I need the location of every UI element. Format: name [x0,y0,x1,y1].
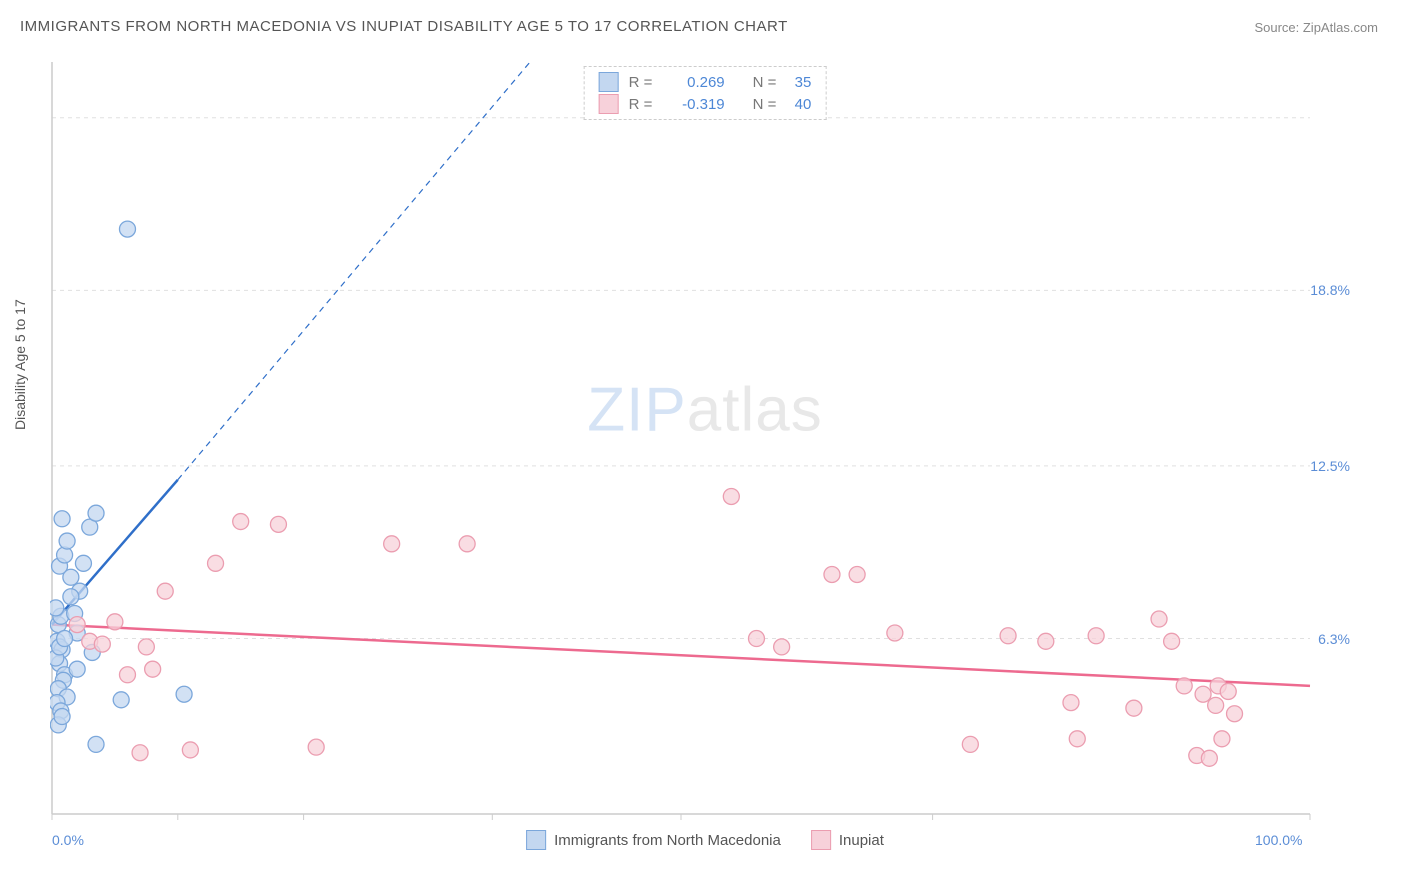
swatch-series-1 [599,94,619,114]
source-label: Source: ZipAtlas.com [1254,20,1378,35]
series-legend: Immigrants from North Macedonia Inupiat [526,830,884,850]
n-value-1: 40 [795,96,812,113]
n-value-0: 35 [795,74,812,91]
correlation-legend: R = 0.269 N = 35 R = -0.319 N = 40 [584,66,827,120]
y-tick-label: 12.5% [1310,458,1350,474]
legend-row-series-1: R = -0.319 N = 40 [599,93,812,115]
x-tick-label: 0.0% [52,832,84,848]
swatch-bottom-0 [526,830,546,850]
legend-row-series-0: R = 0.269 N = 35 [599,71,812,93]
scatter-chart [50,60,1360,820]
r-label: R = [629,96,657,113]
plot-area: ZIPatlas R = 0.269 N = 35 R = -0.319 N =… [50,60,1360,820]
legend-item-0: Immigrants from North Macedonia [526,830,781,850]
y-tick-label: 6.3% [1318,631,1350,647]
chart-title: IMMIGRANTS FROM NORTH MACEDONIA VS INUPI… [20,18,788,35]
legend-item-1: Inupiat [811,830,884,850]
swatch-series-0 [599,72,619,92]
n-label: N = [753,74,785,91]
x-tick-label: 100.0% [1255,832,1302,848]
n-label: N = [753,96,785,113]
r-value-1: -0.319 [667,96,725,113]
r-value-0: 0.269 [667,74,725,91]
r-label: R = [629,74,657,91]
swatch-bottom-1 [811,830,831,850]
y-tick-label: 18.8% [1310,282,1350,298]
legend-label-1: Inupiat [839,832,884,849]
legend-label-0: Immigrants from North Macedonia [554,832,781,849]
y-axis-label: Disability Age 5 to 17 [12,299,28,430]
